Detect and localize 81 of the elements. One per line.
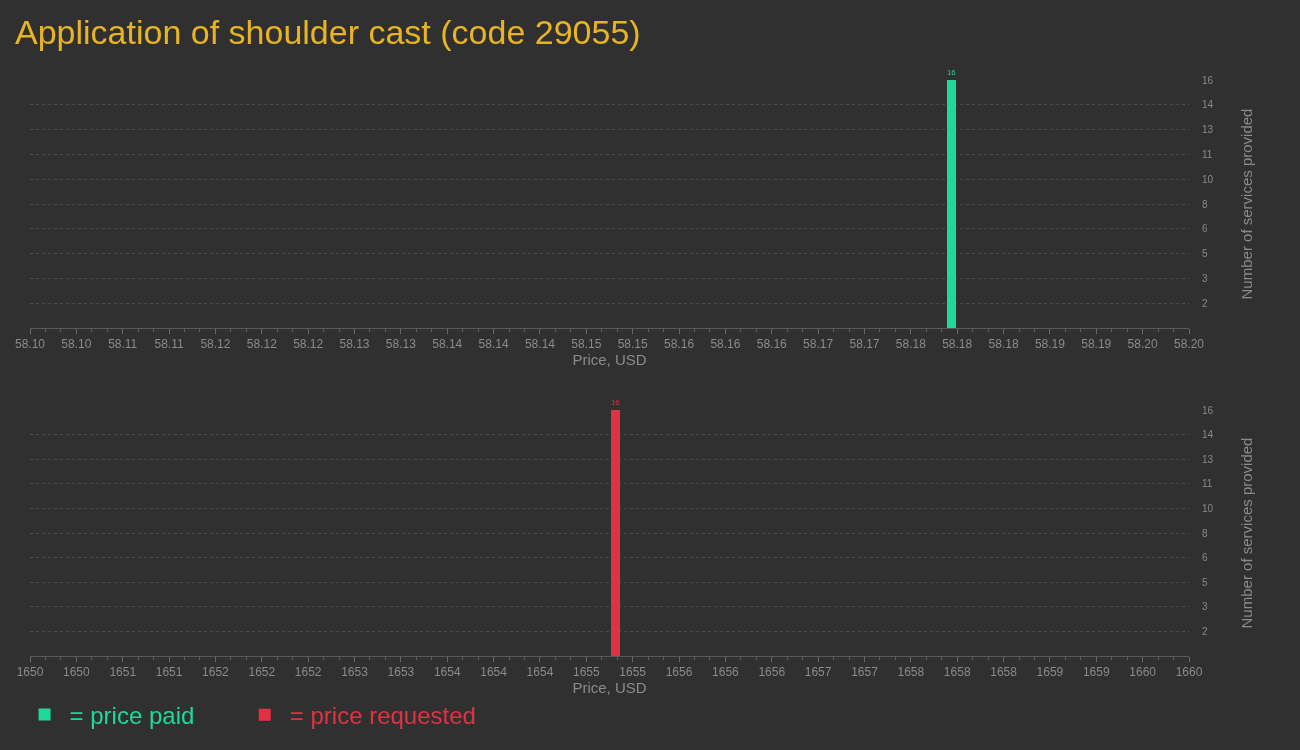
x-axis-title: Price, USD (572, 679, 647, 697)
x-tick-label: 1660 (1129, 665, 1157, 680)
x-tick-label: 1656 (712, 665, 740, 680)
x-tick-label: 1656 (665, 665, 693, 680)
x-tick-label: 1651 (109, 665, 137, 680)
x-tick-label: 1658 (943, 665, 971, 680)
x-tick-label: 58.12 (200, 337, 231, 352)
x-tick-label: 1657 (851, 665, 879, 680)
y-tick-label: 2 (1202, 297, 1208, 309)
x-tick-label: 58.10 (61, 337, 92, 352)
y-tick-label: 2 (1202, 625, 1208, 637)
x-tick-label: 1651 (155, 665, 183, 680)
x-tick-label: 58.13 (339, 337, 370, 352)
x-tick-label: 58.16 (710, 337, 741, 352)
x-tick-label: 58.14 (478, 337, 509, 352)
x-tick-label: 1652 (248, 665, 276, 680)
y-tick-label: 16 (1202, 74, 1214, 86)
x-axis-title: Price, USD (572, 351, 647, 369)
y-tick-label: 5 (1202, 576, 1208, 588)
data-label: 16 (947, 68, 956, 78)
x-tick-label: 58.11 (108, 337, 138, 352)
y-axis-title: Number of services provided (1237, 108, 1255, 300)
x-tick-label: 58.15 (571, 337, 602, 352)
y-tick-label: 16 (1202, 404, 1214, 416)
y-tick-label: 3 (1202, 601, 1208, 613)
x-tick-label: 58.13 (385, 337, 417, 352)
x-tick-label: 58.18 (988, 337, 1019, 352)
x-tick-label: 58.14 (524, 337, 556, 352)
y-axis-title: Number of services provided (1237, 437, 1255, 629)
x-tick-label: 1654 (480, 665, 508, 680)
x-tick-label: 1656 (758, 665, 786, 680)
x-tick-label: 58.18 (895, 337, 927, 352)
x-tick-label: 58.18 (942, 337, 973, 352)
x-tick-label: 1655 (572, 665, 600, 680)
x-tick-label: 1657 (804, 665, 832, 680)
x-tick-label: 58.16 (756, 337, 788, 352)
x-tick-label: 1658 (990, 665, 1018, 680)
x-tick-label: 1654 (526, 665, 554, 680)
x-tick-label: 1659 (1082, 665, 1110, 680)
y-tick-label: 11 (1202, 148, 1213, 160)
x-tick-label: 1658 (897, 665, 925, 680)
x-tick-label: 58.17 (803, 337, 834, 352)
x-tick-label: 58.20 (1173, 337, 1205, 352)
x-tick-label: 1650 (16, 665, 44, 680)
x-tick-label: 58.20 (1127, 337, 1158, 352)
y-tick-label: 14 (1202, 99, 1214, 111)
y-tick-label: 11 (1202, 478, 1213, 490)
x-tick-label: 58.15 (617, 337, 649, 352)
x-tick-label: 58.16 (664, 337, 695, 352)
x-tick-label: 58.10 (14, 337, 46, 352)
x-tick-label: 1655 (619, 665, 647, 680)
x-tick-label: 1653 (341, 665, 369, 680)
y-tick-label: 5 (1202, 248, 1208, 260)
x-tick-label: 1650 (63, 665, 91, 680)
x-tick-label: 1659 (1036, 665, 1064, 680)
x-tick-label: 1654 (433, 665, 461, 680)
x-tick-label: 58.17 (849, 337, 880, 352)
legend-label: = price requested (289, 702, 476, 729)
x-tick-label: 58.19 (1081, 337, 1112, 352)
y-tick-label: 10 (1202, 173, 1214, 185)
y-tick-label: 14 (1202, 429, 1214, 441)
x-tick-label: 58.12 (293, 337, 324, 352)
legend-label: = price paid (69, 701, 195, 729)
x-tick-label: 1660 (1175, 665, 1203, 680)
x-tick-label: 1652 (294, 665, 322, 680)
data-label: 16 (611, 398, 620, 408)
x-tick-label: 1653 (387, 665, 415, 680)
y-tick-label: 6 (1202, 552, 1208, 564)
chart-title: Application of shoulder cast (code 29055) (15, 12, 641, 51)
x-tick-label: 58.19 (1034, 337, 1066, 352)
y-tick-label: 8 (1202, 527, 1208, 539)
y-tick-label: 3 (1202, 272, 1208, 284)
x-tick-label: 58.11 (154, 337, 184, 352)
x-tick-label: 1652 (202, 665, 230, 680)
y-tick-label: 13 (1202, 453, 1214, 465)
y-tick-label: 10 (1202, 502, 1214, 514)
x-tick-label: 58.12 (246, 337, 278, 352)
x-tick-label: 58.14 (432, 337, 463, 352)
y-tick-label: 6 (1202, 223, 1208, 235)
y-tick-label: 13 (1202, 124, 1214, 136)
y-tick-label: 8 (1202, 198, 1208, 210)
